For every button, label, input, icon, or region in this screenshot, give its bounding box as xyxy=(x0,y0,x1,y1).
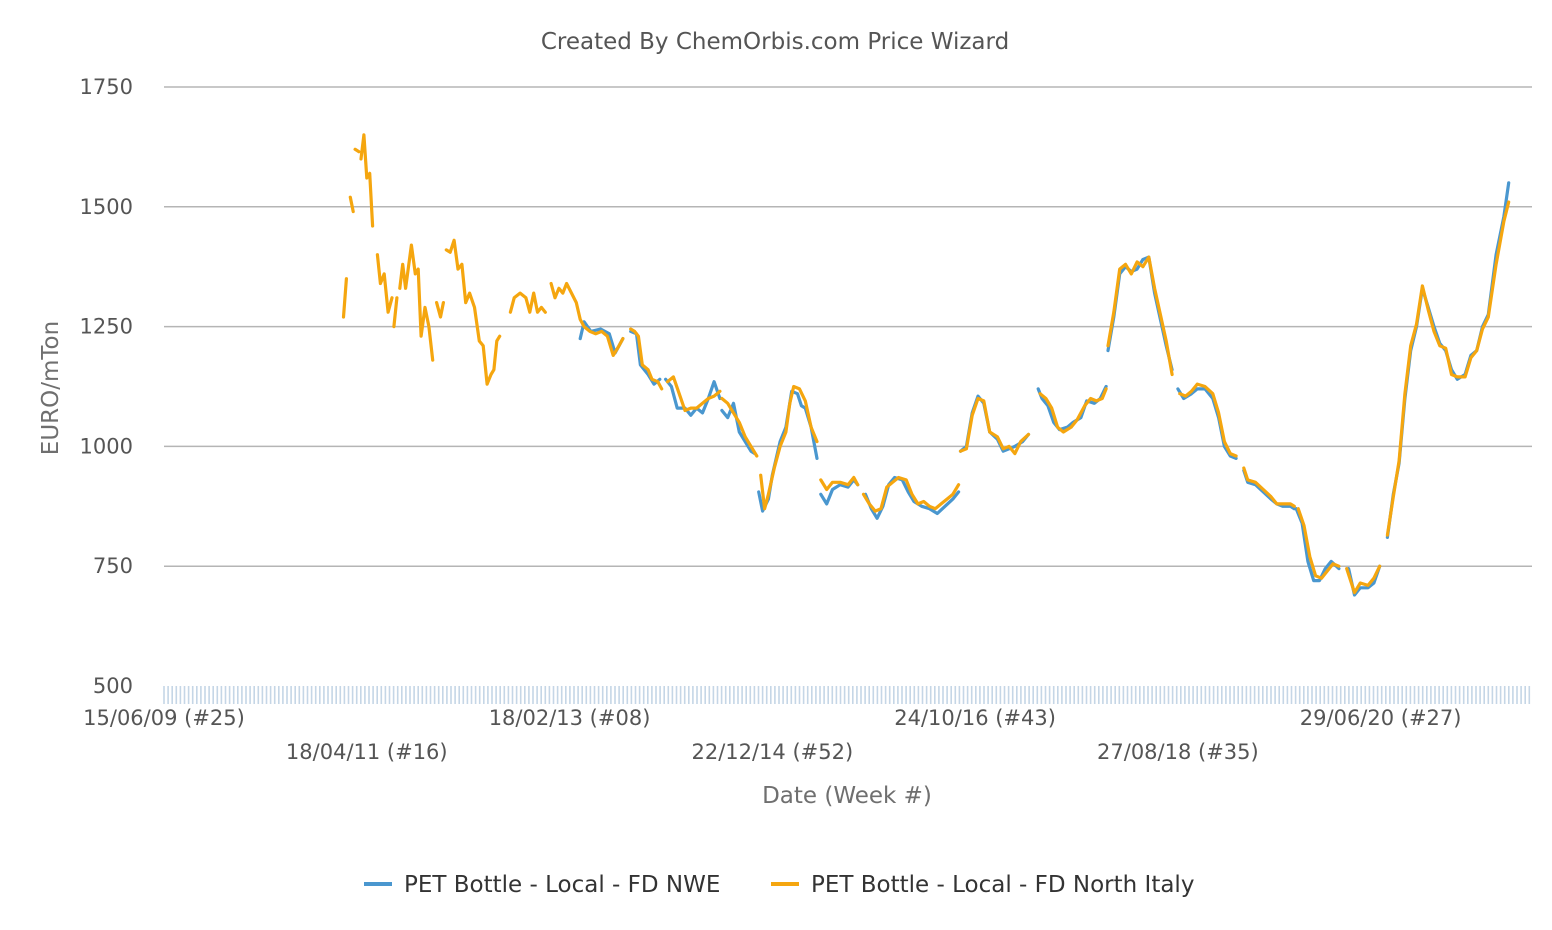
legend: PET Bottle - Local - FD NWE PET Bottle -… xyxy=(364,872,1194,898)
series-lines xyxy=(341,133,1511,597)
series-line-segment xyxy=(1294,507,1341,583)
series-line-segment xyxy=(1345,564,1382,595)
series-1 xyxy=(341,133,1511,595)
legend-label-north-italy: PET Bottle - Local - FD North Italy xyxy=(811,872,1194,898)
series-line-segment xyxy=(1036,384,1108,432)
y-tick-label: 500 xyxy=(93,674,133,698)
chart-title: Created By ChemOrbis.com Price Wizard xyxy=(541,29,1009,55)
series-line-segment xyxy=(1038,387,1108,434)
series-line-segment xyxy=(629,327,664,391)
gridlines xyxy=(164,86,1532,567)
x-tick-label: 24/10/16 (#43) xyxy=(894,706,1056,730)
series-line-segment xyxy=(549,281,625,357)
series-line-segment xyxy=(665,375,722,413)
y-tick-label: 1250 xyxy=(80,315,133,339)
series-line-segment xyxy=(444,238,502,386)
x-tick-label: 18/04/11 (#16) xyxy=(286,740,448,764)
x-tick-label: 22/12/14 (#52) xyxy=(691,740,853,764)
legend-item-north-italy[interactable]: PET Bottle - Local - FD North Italy xyxy=(771,872,1194,898)
series-line-segment xyxy=(392,296,399,329)
y-tick-label: 750 xyxy=(93,554,133,578)
series-line-segment xyxy=(663,377,722,417)
series-0 xyxy=(578,181,1511,597)
y-tick-label: 1000 xyxy=(80,434,133,458)
series-line-segment xyxy=(759,384,819,511)
series-line-segment xyxy=(863,475,961,520)
series-line-segment xyxy=(1242,466,1296,508)
x-tick-label: 27/08/18 (#35) xyxy=(1097,740,1259,764)
series-line-segment xyxy=(819,475,860,492)
y-tick-label: 1750 xyxy=(80,75,133,99)
series-line-segment xyxy=(359,133,375,228)
series-line-segment xyxy=(720,396,759,458)
series-line-segment xyxy=(1385,200,1511,537)
series-line-segment xyxy=(435,301,445,319)
y-tick-label: 1500 xyxy=(80,195,133,219)
series-line-segment xyxy=(375,253,394,314)
x-tick-label: 18/02/13 (#08) xyxy=(489,706,651,730)
series-line-segment xyxy=(353,147,361,154)
series-line-segment xyxy=(720,401,757,456)
x-axis-title: Date (Week #) xyxy=(762,783,932,809)
series-line-segment xyxy=(958,396,1031,456)
y-axis-title: EURO/mTon xyxy=(38,321,64,455)
x-axis-tick-labels: 15/06/09 (#25) 18/04/11 (#16) 18/02/13 (#0… xyxy=(83,706,1461,764)
series-line-segment xyxy=(508,291,547,314)
x-tick-label: 15/06/09 (#25) xyxy=(83,706,245,730)
series-line-segment xyxy=(1178,382,1238,458)
series-line-segment xyxy=(1296,507,1341,580)
series-line-segment xyxy=(1106,255,1174,377)
series-line-segment xyxy=(861,475,961,513)
series-line-segment xyxy=(398,243,435,362)
series-line-segment xyxy=(348,195,355,214)
y-axis-tick-labels: 500 750 1000 1250 1500 1750 xyxy=(80,75,133,698)
x-axis-minor-ticks xyxy=(163,686,1531,704)
legend-label-nwe: PET Bottle - Local - FD NWE xyxy=(404,872,720,898)
legend-item-nwe[interactable]: PET Bottle - Local - FD NWE xyxy=(364,872,720,898)
series-line-segment xyxy=(629,329,662,386)
x-tick-label: 29/06/20 (#27) xyxy=(1300,706,1462,730)
series-line-segment xyxy=(341,277,348,319)
